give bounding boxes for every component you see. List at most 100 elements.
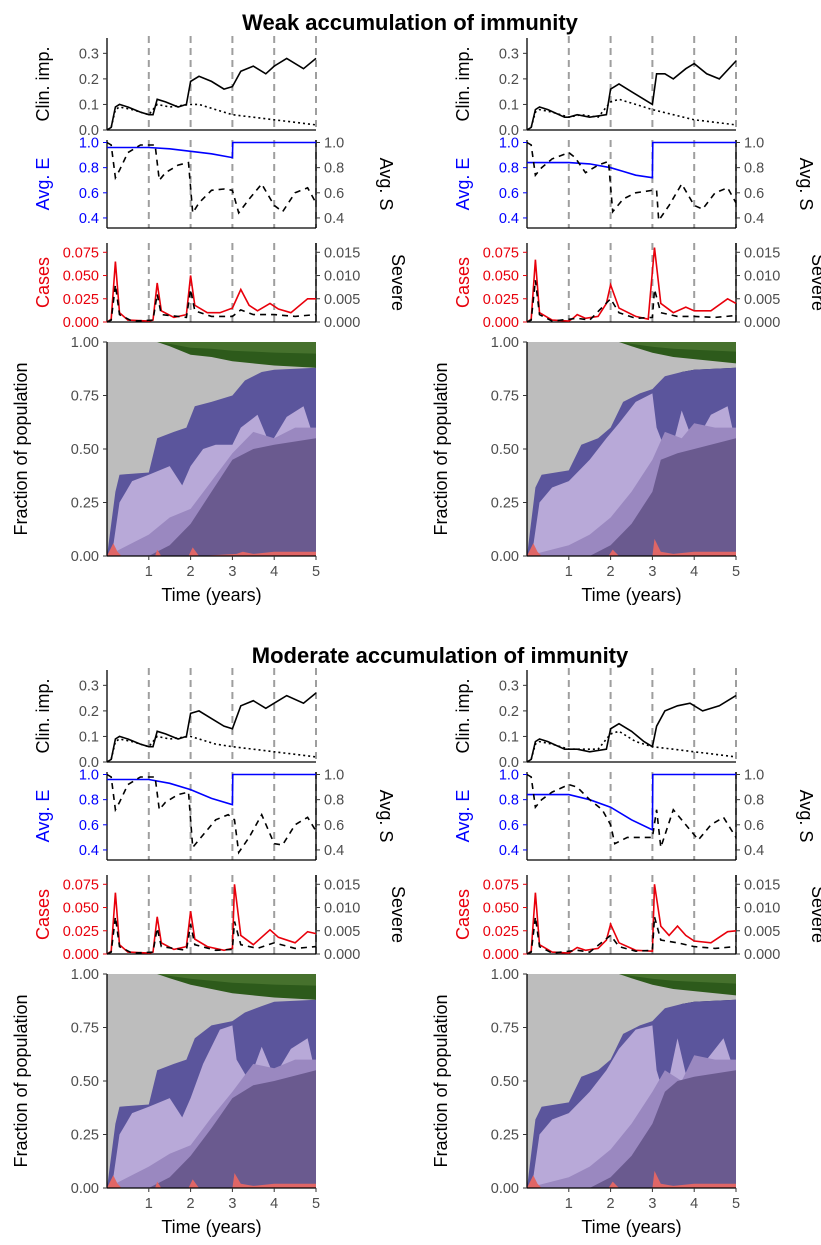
severe-line	[107, 917, 316, 954]
y-tick-label: 0.1	[79, 729, 99, 745]
panel-weak-left: 0.0 0.1 0.2 0.3 Clin. imp. 0.4 0.4 0.6 0.6 0.8 0.8…	[11, 36, 408, 605]
y-tick-label: 0.00	[71, 1181, 99, 1197]
y-tick-label: 0.1	[79, 97, 99, 113]
x-tick-label: 3	[228, 564, 236, 580]
y-tick-label: 0.75	[491, 1021, 519, 1037]
y-tick-label-right: 0.000	[744, 315, 780, 331]
panel-weak-right: 0.0 0.1 0.2 0.3 Clin. imp. 0.4 0.4 0.6 0.6 0.8 0.8…	[431, 36, 821, 605]
clin-imp-solid-line	[107, 58, 316, 130]
y-tick-label-left: 0.4	[79, 211, 99, 227]
x-tick-label: 2	[187, 564, 195, 580]
y-tick-label-right: 0.015	[744, 877, 780, 893]
avg-s-axis-label: Avg. S	[796, 158, 816, 211]
y-tick-label-right: 0.000	[324, 947, 360, 963]
y-tick-label: 0.2	[499, 72, 519, 88]
y-tick-label: 0.2	[79, 704, 99, 720]
x-tick-label: 2	[607, 564, 615, 580]
y-tick-label: 1.00	[491, 967, 519, 983]
y-tick-label: 0.75	[71, 1021, 99, 1037]
y-tick-label-left: 1.0	[79, 768, 99, 784]
y-tick-label-left: 0.8	[499, 161, 519, 177]
x-tick-label: 1	[565, 564, 573, 580]
y-tick-label-left: 1.0	[499, 768, 519, 784]
y-tick-label-left: 0.075	[483, 245, 519, 261]
y-tick-label-right: 0.6	[324, 186, 344, 202]
severe-axis-label: Severe	[808, 254, 821, 311]
x-tick-label: 1	[145, 1196, 153, 1212]
y-tick-label-right: 0.010	[324, 269, 360, 285]
y-tick-label: 0.50	[491, 1074, 519, 1090]
y-tick-label-right: 0.8	[324, 161, 344, 177]
y-tick-label: 0.50	[71, 442, 99, 458]
cases-axis-label: Cases	[33, 889, 53, 940]
x-tick-label: 3	[228, 1196, 236, 1212]
y-tick-label-left: 0.050	[483, 901, 519, 917]
cases-axis-label: Cases	[33, 257, 53, 308]
y-tick-label: 0.25	[491, 1128, 519, 1144]
avg-s-line	[107, 775, 316, 853]
y-tick-label-right: 0.000	[744, 947, 780, 963]
y-tick-label-right: 0.000	[324, 315, 360, 331]
clin-imp-dotted-line	[527, 731, 736, 762]
y-tick-label-left: 0.000	[63, 315, 99, 331]
section-title-weak: Weak accumulation of immunity	[242, 10, 579, 35]
x-tick-label: 5	[312, 564, 320, 580]
y-tick-label: 0.25	[491, 496, 519, 512]
y-tick-label: 0.2	[79, 72, 99, 88]
y-tick-label-left: 0.025	[63, 292, 99, 308]
clin-imp-solid-line	[527, 61, 736, 130]
y-tick-label-left: 0.075	[63, 245, 99, 261]
y-tick-label-right: 0.015	[324, 245, 360, 261]
y-tick-label-left: 0.025	[483, 924, 519, 940]
clin-imp-dotted-line	[107, 736, 316, 762]
cases-line	[107, 884, 316, 954]
x-tick-label: 4	[690, 564, 698, 580]
avg-s-line	[527, 775, 736, 848]
avg-e-axis-label: Avg. E	[453, 790, 473, 843]
y-tick-label-right: 0.015	[324, 877, 360, 893]
avg-s-axis-label: Avg. S	[376, 790, 396, 843]
severe-line	[107, 285, 316, 322]
cases-line	[107, 262, 316, 322]
y-tick-label: 0.1	[499, 97, 519, 113]
y-tick-label-left: 0.075	[483, 877, 519, 893]
y-tick-label-right: 0.005	[324, 292, 360, 308]
y-tick-label-left: 0.6	[79, 186, 99, 202]
panel-moderate-left: 0.00.10.20.3Clin. imp.0.4 0.40.6 0.60.8 0.8…	[11, 668, 408, 1237]
y-tick-label-right: 0.005	[324, 924, 360, 940]
x-axis-label: Time (years)	[581, 585, 681, 605]
y-tick-label-left: 0.8	[79, 161, 99, 177]
avg-s-line	[527, 143, 736, 221]
y-tick-label: 0.75	[491, 389, 519, 405]
y-tick-label: 0.75	[71, 389, 99, 405]
y-tick-label: 0.25	[71, 1128, 99, 1144]
fraction-axis-label: Fraction of population	[431, 994, 451, 1167]
cases-axis-label: Cases	[453, 889, 473, 940]
y-tick-label-right: 0.010	[744, 901, 780, 917]
y-tick-label: 0.00	[491, 1181, 519, 1197]
y-tick-label: 1.00	[71, 335, 99, 351]
y-tick-label-left: 0.6	[499, 818, 519, 834]
severe-axis-label: Severe	[388, 254, 408, 311]
x-tick-label: 2	[187, 1196, 195, 1212]
clin-imp-axis-label: Clin. imp.	[453, 46, 473, 121]
y-tick-label: 0.50	[491, 442, 519, 458]
y-tick-label-left: 0.6	[499, 186, 519, 202]
y-tick-label-right: 1.0	[744, 136, 764, 152]
y-tick-label-left: 0.000	[483, 315, 519, 331]
y-tick-label-left: 0.050	[63, 269, 99, 285]
panel-moderate-right: 0.0 0.1 0.2 0.3 Clin. imp. 0.4 0.4 0.6 0.6 0.8 0.8…	[431, 668, 821, 1237]
x-tick-label: 4	[270, 1196, 278, 1212]
y-tick-label-right: 0.8	[744, 793, 764, 809]
y-tick-label-right: 0.6	[324, 818, 344, 834]
y-tick-label-right: 0.8	[744, 161, 764, 177]
y-tick-label-right: 0.6	[744, 818, 764, 834]
y-tick-label-left: 0.6	[79, 818, 99, 834]
y-tick-label-left: 0.025	[483, 292, 519, 308]
y-tick-label-right: 0.015	[744, 245, 780, 261]
clin-imp-solid-line	[107, 693, 316, 762]
y-tick-label-right: 0.4	[324, 843, 344, 859]
x-tick-label: 2	[607, 1196, 615, 1212]
cases-axis-label: Cases	[453, 257, 473, 308]
